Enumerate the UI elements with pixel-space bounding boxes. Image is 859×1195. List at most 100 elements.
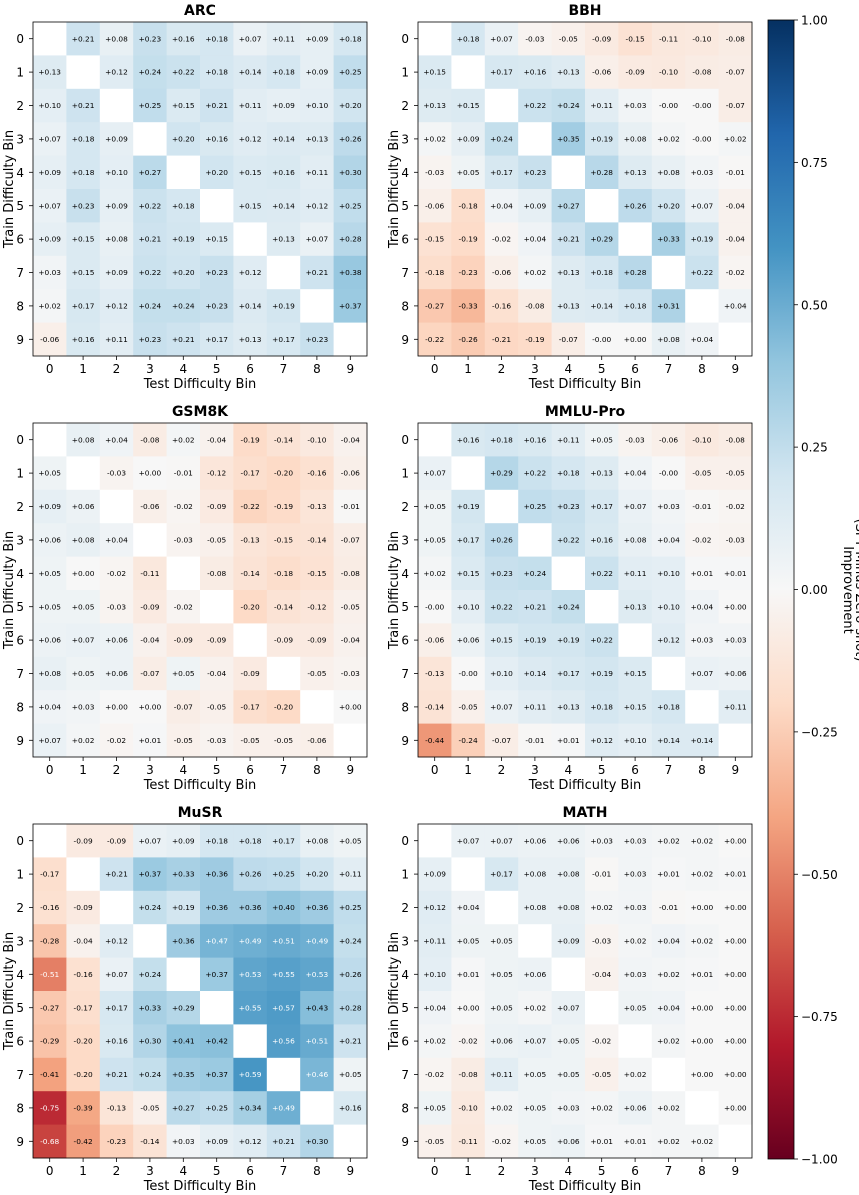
gsm8k-cell: [266, 623, 301, 658]
arc-cell-label: +0.30: [339, 168, 362, 177]
arc-cell-label: +0.08: [105, 34, 128, 43]
mmlu-pro-cell: [685, 556, 719, 591]
arc-cell-label: +0.12: [306, 201, 329, 210]
math-title: MATH: [563, 805, 608, 821]
bbh-cell: [651, 189, 686, 223]
bbh-cell: [685, 222, 719, 257]
gsm8k-cell: [133, 423, 167, 457]
arc-cell-label: +0.37: [339, 302, 362, 311]
arc-cell: [333, 255, 368, 290]
arc-cell-label: +0.19: [172, 235, 195, 244]
gsm8k-cell: [99, 456, 134, 491]
gsm8k-cell-label: -0.22: [241, 502, 260, 511]
y-tick-label: 2: [401, 901, 409, 915]
arc-cell: [33, 255, 67, 290]
musr-cell: [200, 1024, 234, 1059]
mmlu-pro-title: MMLU-Pro: [545, 404, 626, 420]
gsm8k-cell-label: +0.05: [72, 602, 95, 611]
arc-cell: [99, 222, 134, 257]
bbh-cell: [651, 289, 686, 323]
musr-cell-label: -0.29: [40, 1037, 59, 1046]
gsm8k-cell-label: +0.05: [38, 569, 61, 578]
y-axis-label: Train Difficulty Bin: [387, 932, 402, 1051]
math-cell-label: +0.00: [691, 1003, 714, 1012]
bbh-cell: [585, 189, 619, 223]
math-cell: [451, 1024, 486, 1059]
mmlu-pro-cell: [518, 590, 552, 624]
mmlu-pro-cell-label: +0.15: [624, 669, 647, 678]
bbh-cell: [551, 55, 586, 90]
math-cell: [518, 1024, 552, 1059]
mmlu-pro-cell-label: +0.22: [557, 536, 580, 545]
arc-cell-label: +0.21: [72, 101, 95, 110]
mmlu-pro-cell-label: +0.01: [557, 736, 580, 745]
mmlu-pro-cell-label: +0.01: [724, 569, 747, 578]
arc-cell: [133, 155, 167, 190]
mmlu-pro-cell: [585, 723, 619, 758]
arc-cell: [333, 22, 368, 56]
bbh-cell: [585, 122, 619, 156]
math-cell: [551, 957, 586, 992]
bbh-cell: [551, 189, 586, 223]
bbh-cell-label: -0.09: [626, 68, 645, 77]
mmlu-pro-cell: [484, 623, 519, 658]
musr-cell-label: +0.47: [205, 937, 228, 946]
arc-cell: [333, 55, 368, 90]
musr-cell: [333, 1024, 368, 1059]
x-tick-label: 7: [665, 763, 673, 777]
musr-cell: [33, 1091, 67, 1125]
math-cell: [685, 957, 719, 992]
musr-cell-label: +0.05: [339, 1070, 362, 1079]
musr-cell-label: +0.24: [139, 1070, 162, 1079]
bbh-cell-label: +0.23: [524, 168, 547, 177]
arc-cell: [99, 322, 134, 357]
math-cell: [651, 1091, 686, 1125]
x-tick-label: 2: [113, 1164, 121, 1178]
arc-cell: [266, 289, 301, 323]
math-cell: [618, 857, 653, 892]
musr-cell: [33, 824, 67, 858]
y-tick-label: 3: [401, 533, 409, 547]
musr-cell-label: -0.68: [40, 1137, 59, 1146]
bbh-cell: [518, 289, 552, 323]
mmlu-pro-cell: [484, 656, 519, 691]
mmlu-pro-cell-label: -0.06: [659, 435, 678, 444]
gsm8k-cell-label: +0.04: [105, 536, 128, 545]
bbh-cell-label: +0.08: [657, 168, 680, 177]
musr-cell-label: +0.53: [239, 970, 262, 979]
math-cell: [484, 1124, 519, 1159]
bbh-cell-label: -0.06: [492, 268, 511, 277]
math-cell: [484, 924, 519, 958]
musr-cell: [99, 1091, 134, 1125]
arc-cell: [133, 122, 167, 156]
mmlu-pro-cell: [585, 623, 619, 658]
musr-cell-label: +0.19: [172, 903, 195, 912]
bbh-cell: [451, 289, 486, 323]
gsm8k-cell-label: -0.05: [307, 669, 326, 678]
gsm8k-cell: [166, 523, 201, 557]
musr-cell-label: +0.55: [272, 970, 295, 979]
math-cell: [718, 924, 753, 958]
musr-cell-label: +0.18: [205, 836, 228, 845]
gsm8k-cell: [300, 623, 334, 658]
math-cell-label: +0.05: [524, 1104, 547, 1113]
bbh-cell: [718, 255, 753, 290]
math-cell: [451, 957, 486, 992]
arc-cell-label: +0.10: [306, 101, 329, 110]
colorbar-tick-label: −1.00: [801, 1153, 838, 1167]
y-tick-label: 4: [16, 567, 24, 581]
math-cell: [718, 991, 753, 1025]
mmlu-pro-cell: [651, 590, 686, 624]
math-cell: [718, 1024, 753, 1059]
gsm8k-cell-label: -0.06: [307, 736, 326, 745]
gsm8k-cell: [300, 489, 334, 524]
arc-cell: [300, 22, 334, 56]
bbh-cell-label: -0.26: [459, 335, 478, 344]
gsm8k-cell-label: +0.08: [72, 536, 95, 545]
gsm8k-cell: [266, 656, 301, 691]
arc-cell-label: +0.13: [272, 235, 295, 244]
y-tick-label: 9: [16, 333, 24, 347]
arc-cell: [233, 255, 268, 290]
math-cell-label: +0.02: [691, 836, 714, 845]
gsm8k-cell-label: -0.19: [274, 502, 293, 511]
